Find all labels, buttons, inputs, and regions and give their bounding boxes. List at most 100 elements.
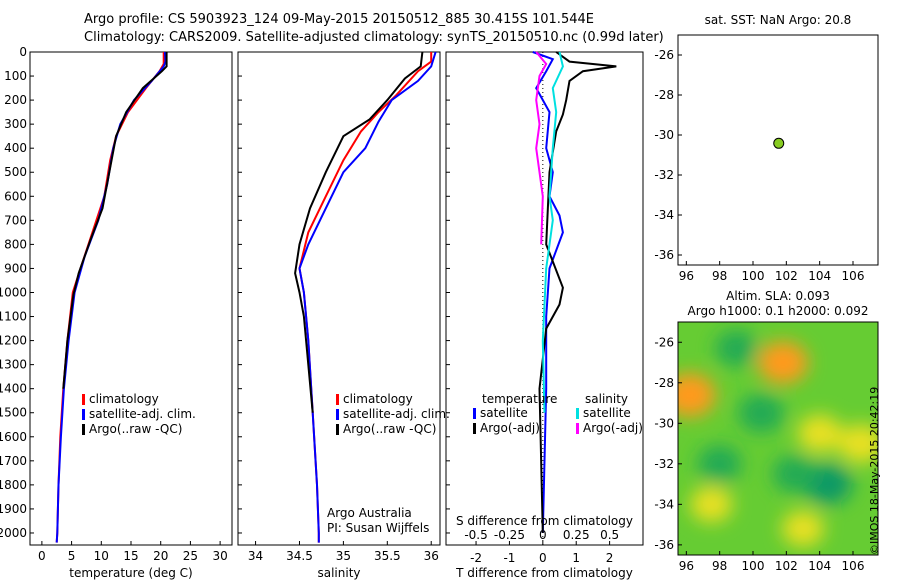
timestamp-label: ©IMOS 18-May-2015 20:42:19 <box>868 386 881 555</box>
sst-ytick-label: -34 <box>654 208 674 222</box>
temperature-ytick-label: 1100 <box>0 310 27 324</box>
salinity-xtick-label: 36 <box>424 549 439 563</box>
difference-t-tick-label: -2 <box>470 551 482 565</box>
temperature-ytick-label: 1700 <box>0 454 27 468</box>
temperature-ytick-label: 500 <box>4 165 27 179</box>
temperature-xtick-label: 25 <box>183 549 198 563</box>
difference-legend-s-label-0: satellite <box>583 406 631 420</box>
temperature-xtick-label: 30 <box>212 549 227 563</box>
sla-xtick-label: 102 <box>775 559 798 573</box>
sla-anomaly-9 <box>715 330 758 367</box>
difference-t-tick-label: 1 <box>572 551 580 565</box>
sla-ytick-label: -30 <box>654 416 674 430</box>
sla-ytick-label: -36 <box>654 538 674 552</box>
difference-series-1-line <box>538 51 617 534</box>
sla-subtitle: Argo h1000: 0.1 h2000: 0.092 <box>688 304 869 318</box>
temperature-ytick-label: 0 <box>19 45 27 59</box>
difference-s-tick-label: 0 <box>539 528 547 542</box>
sla-ytick-label: -34 <box>654 497 674 511</box>
temperature-legend-swatch-1 <box>82 409 85 420</box>
temperature-xtick-label: 10 <box>94 549 109 563</box>
sla-xtick-label: 106 <box>842 559 865 573</box>
sla-anomaly-1 <box>678 372 716 417</box>
salinity-series-0-line <box>298 52 433 543</box>
sst-panel-frame <box>677 34 879 266</box>
sla-ytick-label: -28 <box>654 376 674 390</box>
sla-anomaly-2 <box>797 414 842 453</box>
sst-ytick-label: -32 <box>654 168 674 182</box>
difference-legend-s-title: salinity <box>585 392 628 406</box>
sst-xtick-label: 102 <box>775 269 798 283</box>
sst-title: sat. SST: NaN Argo: 20.8 <box>705 13 852 27</box>
credit-line-2: PI: Susan Wijffels <box>327 521 429 535</box>
difference-t-tick-label: 0 <box>539 551 547 565</box>
sst-xtick-label: 106 <box>842 269 865 283</box>
sst-ytick-label: -30 <box>654 128 674 142</box>
header-line-2: Climatology: CARS2009. Satellite-adjuste… <box>84 30 664 45</box>
difference-s-tick-label: -0.25 <box>494 528 525 542</box>
temperature-ytick-label: 2000 <box>0 526 27 540</box>
temperature-ytick-label: 400 <box>4 141 27 155</box>
salinity-legend-swatch-2 <box>336 424 339 435</box>
sla-title: Altim. SLA: 0.093 <box>726 289 830 303</box>
temperature-legend-label-2: Argo(..raw -QC) <box>89 422 182 436</box>
temperature-ytick-label: 1600 <box>0 430 27 444</box>
temperature-ytick-label: 300 <box>4 117 27 131</box>
sst-xtick-label: 104 <box>808 269 831 283</box>
temperature-series-2-line <box>62 52 168 389</box>
sst-ytick-label: -36 <box>654 248 674 262</box>
difference-legend-s-label-1: Argo(-adj) <box>583 421 643 435</box>
salinity-legend-label-0: climatology <box>343 392 413 406</box>
difference-t-axis-label: T difference from climatology <box>455 566 633 580</box>
temperature-legend-swatch-0 <box>82 394 85 405</box>
temperature-xtick-label: 5 <box>68 549 76 563</box>
temperature-xtick-label: 15 <box>123 549 138 563</box>
temperature-panel-frame <box>29 51 233 546</box>
sla-ytick-label: -32 <box>654 457 674 471</box>
difference-series-2-line <box>541 51 564 413</box>
sla-anomaly-4 <box>782 510 824 547</box>
salinity-legend-label-1: satellite-adj. clim. <box>343 407 450 421</box>
argo-position-marker <box>773 137 785 149</box>
sla-anomaly-6 <box>697 445 742 483</box>
temperature-ytick-label: 1400 <box>0 382 27 396</box>
salinity-legend-swatch-0 <box>336 394 339 405</box>
difference-legend-s-swatch-0 <box>576 408 579 419</box>
salinity-xtick-label: 35 <box>336 549 351 563</box>
difference-legend-t-label-0: satellite <box>480 406 528 420</box>
difference-legend-t-title: temperature <box>482 392 557 406</box>
salinity-legend-label-2: Argo(..raw -QC) <box>343 422 436 436</box>
temperature-ytick-label: 1800 <box>0 478 27 492</box>
sla-heatmap-cells <box>678 330 878 547</box>
difference-t-tick-label: -1 <box>503 551 515 565</box>
temperature-legend-swatch-2 <box>82 424 85 435</box>
difference-legend-s-swatch-1 <box>576 423 579 434</box>
salinity-xtick-label: 34 <box>248 549 263 563</box>
temperature-ytick-label: 800 <box>4 237 27 251</box>
temperature-xtick-label: 0 <box>38 549 46 563</box>
header-line-1: Argo profile: CS 5903923_124 09-May-2015… <box>84 12 594 27</box>
salinity-xtick-label: 34.5 <box>286 549 313 563</box>
sla-anomaly-3 <box>690 486 733 523</box>
temperature-ytick-label: 1900 <box>0 502 27 516</box>
temperature-ytick-label: 1200 <box>0 334 27 348</box>
salinity-xlabel: salinity <box>317 566 360 580</box>
credit-line-1: Argo Australia <box>327 506 412 520</box>
difference-s-tick-label: 0.5 <box>600 528 619 542</box>
sst-xtick-label: 100 <box>742 269 765 283</box>
difference-panel-frame <box>445 51 644 546</box>
sla-anomaly-0 <box>758 341 808 384</box>
difference-legend-t-swatch-0 <box>473 408 476 419</box>
sst-ytick-label: -26 <box>654 48 674 62</box>
salinity-legend-swatch-1 <box>336 409 339 420</box>
sla-ytick-label: -26 <box>654 335 674 349</box>
difference-series-3-line <box>535 51 548 245</box>
sst-xtick-label: 96 <box>679 269 694 283</box>
temperature-ytick-label: 900 <box>4 261 27 275</box>
difference-legend-t-swatch-1 <box>473 423 476 434</box>
temperature-ytick-label: 200 <box>4 93 27 107</box>
temperature-ytick-label: 100 <box>4 69 27 83</box>
temperature-ytick-label: 700 <box>4 213 27 227</box>
difference-t-tick-label: 2 <box>606 551 614 565</box>
